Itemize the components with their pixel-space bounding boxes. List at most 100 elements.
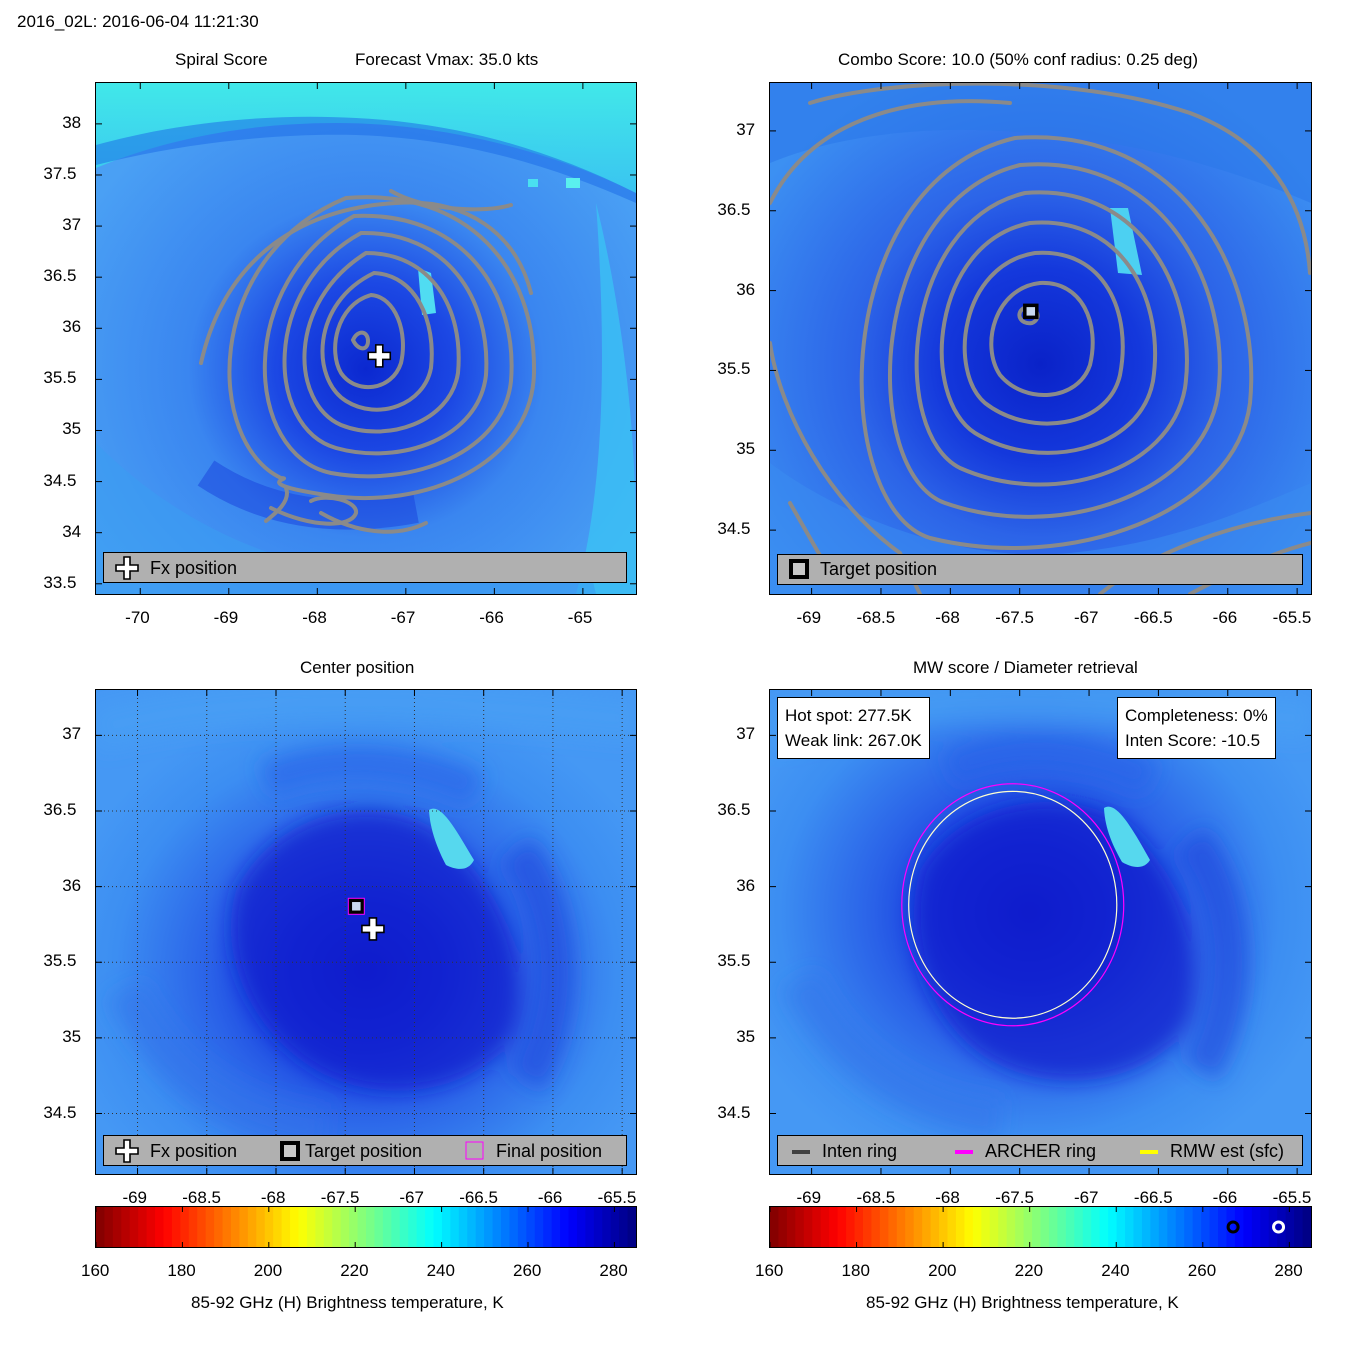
colorbar-segment xyxy=(382,1207,392,1247)
colorbar-segment xyxy=(239,1207,249,1247)
colorbar-segment xyxy=(104,1207,114,1247)
center-title: Center position xyxy=(300,658,415,677)
y-tick-label: 38 xyxy=(62,112,82,132)
colorbar-segment xyxy=(770,1207,780,1247)
colorbar-segment xyxy=(913,1207,923,1247)
colorbar-segment xyxy=(349,1207,359,1247)
x-tick-label: -66.5 xyxy=(459,1188,498,1207)
x-tick-label: -66 xyxy=(1212,608,1238,627)
colorbar-segment xyxy=(1141,1207,1151,1247)
colorbar-left xyxy=(95,1206,637,1248)
inten-score-text: Inten Score: -10.5 xyxy=(1125,731,1261,750)
x-tick-label: -68.5 xyxy=(856,1188,896,1207)
hot-spot-text: Hot spot: 277.5K xyxy=(785,706,912,725)
colorbar-tick-label: 200 xyxy=(928,1261,957,1280)
colorbar-segment xyxy=(441,1207,451,1247)
colorbar-tick-label: 220 xyxy=(1014,1261,1044,1280)
y-tick-label: 34.5 xyxy=(43,1102,77,1122)
y-tick-label: 34 xyxy=(62,521,82,541)
colorbar-segment xyxy=(543,1207,553,1247)
colorbar-segment xyxy=(357,1207,367,1247)
colorbar-segment xyxy=(930,1207,940,1247)
colorbar-segment xyxy=(391,1207,401,1247)
colorbar-segment xyxy=(795,1207,805,1247)
colorbar-segment xyxy=(812,1207,822,1247)
colorbar-segment xyxy=(214,1207,224,1247)
y-tick-label: 36.5 xyxy=(717,199,751,219)
colorbar-segment xyxy=(247,1207,257,1247)
colorbar-segment xyxy=(837,1207,847,1247)
colorbar-segment xyxy=(1209,1207,1219,1247)
colorbar-segment xyxy=(585,1207,595,1247)
colorbar-segment xyxy=(1226,1207,1236,1247)
colorbar-segment xyxy=(416,1207,426,1247)
colorbar-tick-label: 220 xyxy=(340,1261,369,1280)
colorbar-segment xyxy=(155,1207,165,1247)
colorbar-segment xyxy=(425,1207,435,1247)
target-square-icon xyxy=(280,1141,300,1161)
colorbar-segment xyxy=(231,1207,241,1247)
colorbar-segment xyxy=(1057,1207,1067,1247)
colorbar-segment xyxy=(829,1207,839,1247)
target-position-marker xyxy=(348,898,365,915)
colorbar-segment xyxy=(1175,1207,1185,1247)
colorbar-segment xyxy=(475,1207,485,1247)
x-tick-label: -69 xyxy=(213,608,239,627)
y-tick-label: 36 xyxy=(736,279,756,299)
x-tick-label: -65 xyxy=(567,608,593,627)
x-tick-label: -66 xyxy=(1212,1188,1238,1207)
colorbar-right-label: 85-92 GHz (H) Brightness temperature, K xyxy=(866,1293,1179,1312)
colorbar-segment xyxy=(306,1207,316,1247)
colorbar-segment xyxy=(1048,1207,1059,1247)
colorbar-segment xyxy=(256,1207,266,1247)
colorbar-segment xyxy=(879,1207,889,1247)
y-tick-label: 37 xyxy=(62,724,82,744)
colorbar-segment xyxy=(1167,1207,1177,1247)
x-tick-label: -67.5 xyxy=(995,608,1034,627)
y-tick-label: 34.5 xyxy=(717,1102,751,1122)
x-tick-label: -70 xyxy=(125,608,150,627)
hot-spot-info: Hot spot: 277.5K Weak link: 267.0K xyxy=(777,697,930,759)
colorbar-segment xyxy=(1099,1207,1109,1247)
y-tick-label: 35.5 xyxy=(43,368,77,388)
colorbar-segment xyxy=(568,1207,578,1247)
final-position-marker xyxy=(347,897,365,915)
y-tick-label: 35.5 xyxy=(717,359,751,379)
legend-label: RMW est (sfc) xyxy=(1170,1141,1284,1161)
y-tick-label: 35 xyxy=(736,439,756,459)
colorbar-segment xyxy=(171,1207,181,1247)
combo-score-plot xyxy=(769,82,1312,595)
weak-link-circle xyxy=(1226,1220,1240,1234)
x-tick-label: -65.5 xyxy=(1272,1188,1312,1207)
colorbar-segment xyxy=(138,1207,148,1247)
colorbar-segment xyxy=(1260,1207,1270,1247)
colorbar-segment xyxy=(593,1207,603,1247)
colorbar-segment xyxy=(981,1207,991,1247)
center-position-plot xyxy=(95,689,637,1175)
colorbar-segment xyxy=(323,1207,333,1247)
colorbar-segment xyxy=(121,1207,131,1247)
y-tick-label: 35 xyxy=(62,1026,82,1046)
colorbar-tick-label: 200 xyxy=(253,1261,283,1280)
colorbar-segment xyxy=(1074,1207,1084,1247)
target-position-marker xyxy=(1023,303,1039,320)
colorbar-segment xyxy=(1192,1207,1202,1247)
y-tick-label: 35 xyxy=(62,419,82,439)
colorbar-tick-label: 160 xyxy=(81,1261,110,1280)
x-tick-label: -67 xyxy=(1073,1188,1099,1207)
x-tick-label: -68 xyxy=(302,608,327,627)
colorbar-segment xyxy=(1133,1207,1143,1247)
colorbar-segment xyxy=(955,1207,966,1247)
x-tick-label: -66.5 xyxy=(1133,1188,1173,1207)
legend-label: Inten ring xyxy=(822,1141,898,1161)
colorbar-segment xyxy=(1243,1207,1253,1247)
colorbar-segment xyxy=(820,1207,830,1247)
colorbar-tick-label: 240 xyxy=(1101,1261,1130,1280)
y-tick-label: 37 xyxy=(736,724,756,744)
colorbar-segment xyxy=(778,1207,788,1247)
y-tick-label: 33.5 xyxy=(43,572,77,592)
fx-position-marker xyxy=(361,917,385,941)
target-square-icon xyxy=(789,559,809,579)
colorbar-segment xyxy=(146,1207,156,1247)
completeness-info: Completeness: 0% Inten Score: -10.5 xyxy=(1117,697,1276,759)
